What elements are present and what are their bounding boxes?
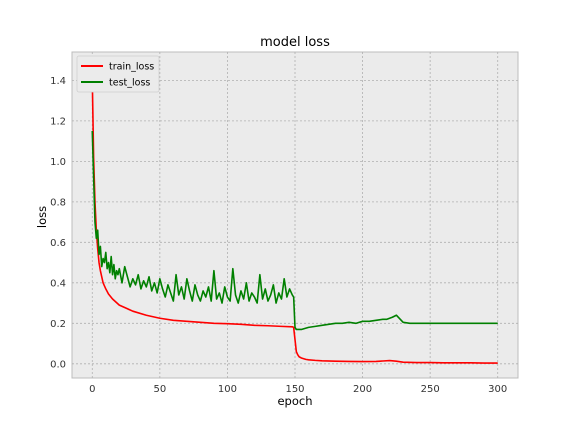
series-line-train-loss [91,78,498,364]
x-tick-label: 300 [488,384,507,395]
series-layer [91,78,498,364]
y-axis-label: loss [35,206,49,228]
y-tick-label: 1.0 [50,157,66,168]
y-tick-label: 0.0 [50,359,66,370]
x-tick-label: 100 [218,384,237,395]
ticks: 0 50 100 150 200 250 300 0.0 0.2 0.4 0.6 0.8 1.0 1.2 1… [50,76,507,395]
x-axis-label: epoch [277,394,312,408]
legend-label-train-loss: train_loss [109,62,154,73]
y-tick-label: 1.2 [50,116,66,127]
y-tick-label: 0.4 [50,278,66,289]
y-tick-label: 1.4 [50,76,66,87]
y-tick-label: 0.6 [50,238,66,249]
x-tick-label: 200 [353,384,372,395]
chart-title: model loss [260,35,330,50]
x-tick-label: 250 [421,384,440,395]
legend: train_loss test_loss [76,55,160,93]
legend-label-test-loss: test_loss [109,78,150,89]
y-tick-label: 0.2 [50,319,66,330]
x-tick-label: 150 [285,384,304,395]
series-line-test-loss [91,130,498,331]
y-tick-label: 0.8 [50,197,66,208]
x-tick-label: 0 [89,384,95,395]
x-tick-label: 50 [153,384,166,395]
